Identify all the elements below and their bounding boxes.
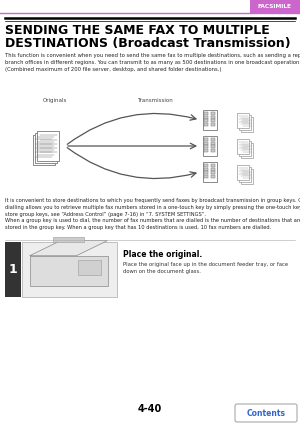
Text: SENDING THE SAME FAX TO MULTIPLE: SENDING THE SAME FAX TO MULTIPLE: [5, 24, 270, 37]
Bar: [211, 115, 215, 118]
Text: Transmission: Transmission: [137, 98, 173, 103]
Bar: [204, 167, 208, 170]
Bar: [204, 164, 208, 167]
Bar: [204, 115, 208, 118]
Bar: [211, 167, 215, 170]
Text: FACSIMILE: FACSIMILE: [258, 4, 292, 9]
Text: 1: 1: [9, 263, 17, 276]
Bar: [241, 168, 253, 184]
FancyBboxPatch shape: [235, 404, 297, 422]
Bar: [204, 142, 208, 145]
Bar: [203, 136, 217, 156]
Bar: [204, 112, 208, 115]
Bar: [239, 114, 251, 129]
Bar: [250, 0, 300, 13]
Bar: [211, 148, 215, 151]
Text: Place the original face up in the document feeder tray, or face
down on the docu: Place the original face up in the docume…: [123, 262, 288, 274]
Bar: [211, 123, 215, 126]
Text: Place the original.: Place the original.: [123, 250, 202, 259]
Bar: [35, 133, 57, 163]
Bar: [211, 171, 215, 174]
Bar: [211, 112, 215, 115]
Text: It is convenient to store destinations to which you frequently send faxes by bro: It is convenient to store destinations t…: [5, 198, 300, 230]
Bar: [33, 135, 55, 165]
Bar: [204, 148, 208, 151]
Bar: [211, 145, 215, 148]
Bar: [204, 138, 208, 141]
Bar: [204, 123, 208, 126]
Bar: [237, 139, 249, 153]
Bar: [37, 131, 59, 161]
Bar: [5, 242, 21, 297]
Bar: [204, 145, 208, 148]
Bar: [53, 237, 84, 242]
Bar: [203, 110, 217, 130]
Bar: [211, 138, 215, 141]
Bar: [211, 164, 215, 167]
Bar: [239, 167, 251, 181]
Text: This function is convenient when you need to send the same fax to multiple desti: This function is convenient when you nee…: [5, 53, 300, 72]
Bar: [203, 162, 217, 182]
Bar: [30, 256, 107, 286]
Text: Contents: Contents: [247, 408, 286, 418]
Bar: [211, 142, 215, 145]
Bar: [211, 175, 215, 178]
Bar: [211, 119, 215, 122]
Text: DESTINATIONS (Broadcast Transmission): DESTINATIONS (Broadcast Transmission): [5, 37, 291, 50]
Bar: [239, 140, 251, 156]
Bar: [78, 260, 101, 276]
Bar: [237, 165, 249, 179]
Text: 4-40: 4-40: [138, 404, 162, 414]
Polygon shape: [30, 241, 107, 256]
Bar: [241, 117, 253, 131]
Bar: [22, 242, 117, 297]
Bar: [237, 112, 249, 128]
Text: Originals: Originals: [43, 98, 67, 103]
Bar: [204, 175, 208, 178]
Bar: [204, 119, 208, 122]
Bar: [241, 142, 253, 157]
Bar: [204, 171, 208, 174]
